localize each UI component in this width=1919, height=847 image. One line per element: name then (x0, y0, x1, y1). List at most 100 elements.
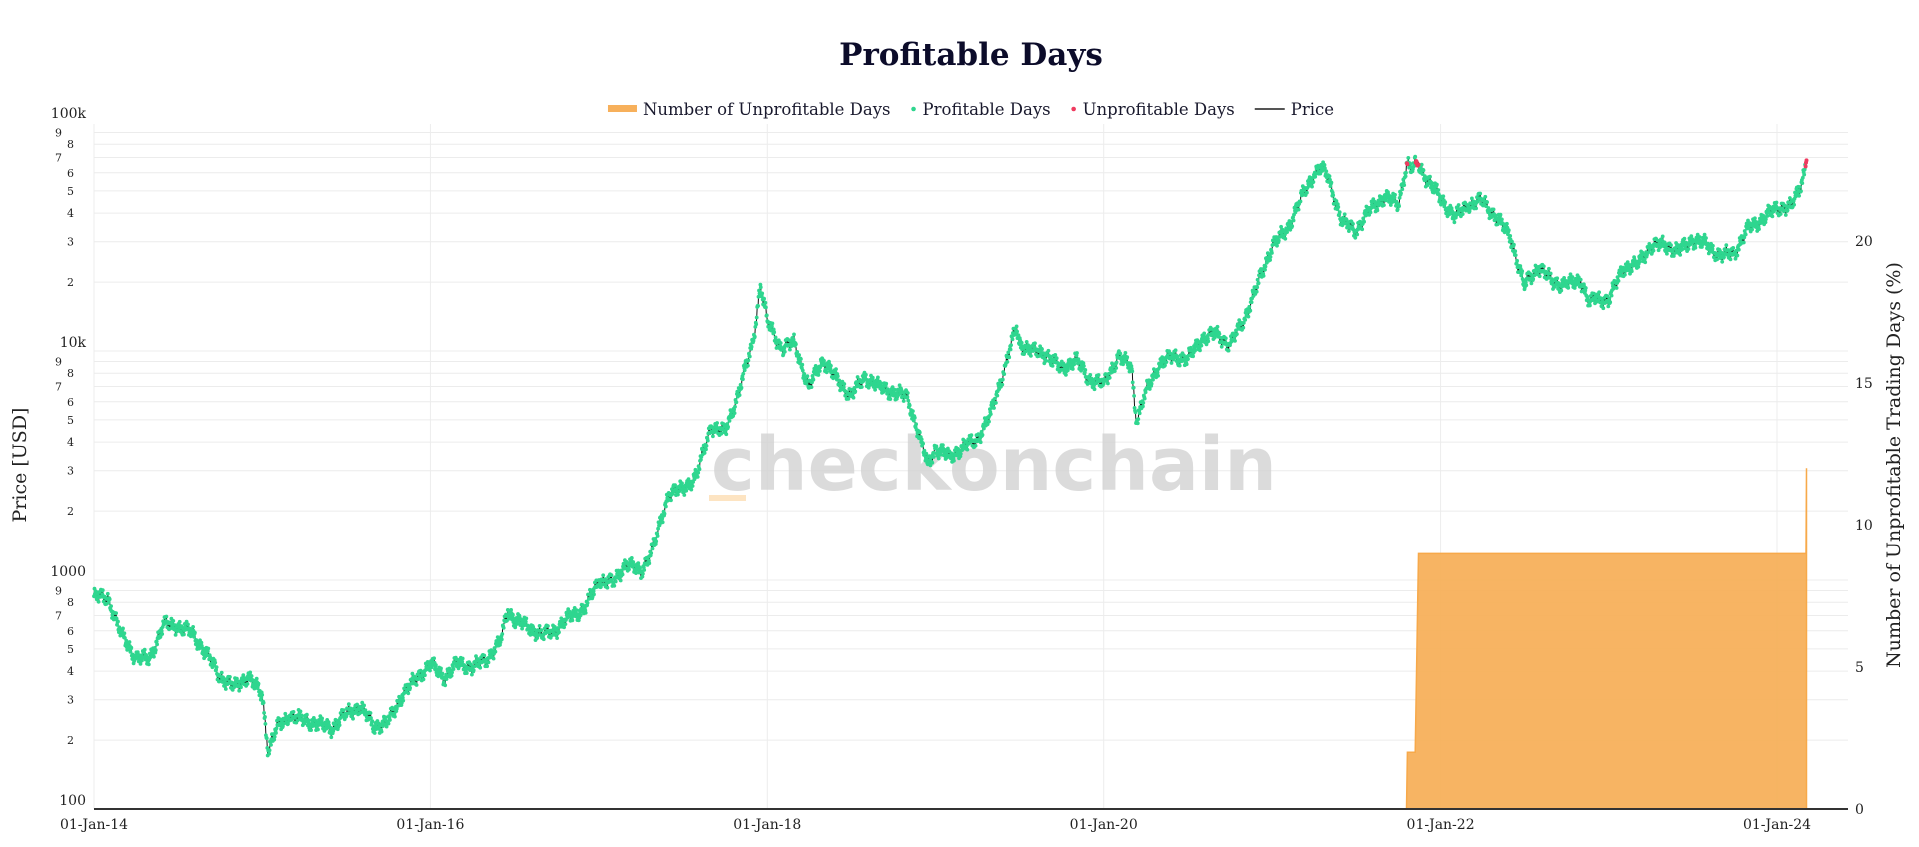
profitable-day-marker (1019, 343, 1024, 348)
profitable-day-marker (1662, 240, 1667, 245)
profitable-day-marker (800, 362, 805, 367)
profitable-day-marker (1291, 218, 1296, 223)
profitable-day-marker (1547, 266, 1551, 271)
profitable-day-marker (1088, 373, 1093, 377)
y-minor-tick-label: 9 (55, 126, 62, 139)
profitable-day-marker (219, 670, 224, 675)
x-tick-label: 01-Jan-14 (60, 817, 128, 833)
profitable-day-marker (1375, 208, 1380, 213)
profitable-day-marker (1733, 256, 1738, 261)
profitable-day-marker (563, 622, 568, 626)
profitable-day-marker (846, 397, 851, 401)
profitable-day-marker (1436, 188, 1441, 192)
profitable-day-marker (1710, 247, 1715, 251)
profitable-day-marker (1151, 377, 1155, 382)
profitable-day-marker (1404, 170, 1408, 175)
profitable-day-marker (859, 385, 864, 389)
profitable-day-marker (978, 440, 983, 445)
profitable-day-marker (1255, 277, 1260, 282)
y-minor-tick-label: 9 (55, 355, 62, 368)
profitable-day-marker (355, 702, 359, 707)
profitable-day-marker (1518, 264, 1523, 268)
profitable-day-marker (1362, 219, 1366, 224)
profitable-day-marker (248, 670, 253, 675)
profitable-day-marker (936, 456, 941, 461)
profitable-day-marker (383, 715, 388, 720)
y-minor-tick-label: 8 (67, 138, 74, 151)
chart-title: Profitable Days (839, 37, 1103, 73)
legend-item-price[interactable]: Price (1254, 100, 1334, 119)
profitable-day-marker (1578, 277, 1583, 282)
profitable-day-marker (601, 573, 606, 578)
profitable-day-marker (641, 571, 645, 576)
profitable-day-marker (1050, 364, 1055, 368)
y-minor-tick-label: 2 (67, 505, 74, 518)
profitable-day-marker (1016, 333, 1021, 338)
legend: Number of Unprofitable Days Profitable D… (607, 100, 1334, 119)
profitable-day-marker (1344, 217, 1349, 222)
profitable-day-marker (1614, 286, 1619, 290)
profitable-day-marker (764, 313, 769, 318)
profitable-day-marker (1029, 354, 1033, 358)
profitable-day-marker (286, 722, 290, 726)
profitable-day-marker (1347, 229, 1351, 234)
profitable-day-marker (917, 430, 922, 435)
profitable-day-marker (237, 688, 242, 693)
profitable-day-marker (754, 315, 759, 320)
y-minor-tick-label: 7 (55, 380, 62, 393)
profitable-day-marker (743, 361, 748, 366)
profitable-day-marker (1129, 364, 1134, 368)
legend-item-profitable-days[interactable]: Profitable Days (911, 100, 1051, 119)
legend-item-unprofitable-count[interactable]: Number of Unprofitable Days (607, 100, 891, 119)
profitable-day-marker (1296, 207, 1301, 212)
profitable-day-marker (421, 677, 426, 682)
profitable-day-marker (695, 475, 700, 479)
profitable-day-marker (485, 664, 489, 669)
profitable-day-marker (1592, 291, 1596, 296)
profitable-day-marker (443, 683, 448, 688)
profitable-day-marker (491, 656, 496, 661)
profitable-day-marker (464, 671, 469, 675)
profitable-day-marker (460, 659, 465, 664)
profitable-day-marker (734, 400, 739, 405)
profitable-day-marker (907, 403, 912, 408)
profitable-day-marker (107, 597, 112, 602)
profitable-day-marker (864, 372, 868, 377)
profitable-day-marker (1353, 235, 1358, 240)
profitable-day-marker (1310, 184, 1314, 189)
profitable-day-marker (432, 656, 436, 661)
profitable-day-marker (620, 572, 625, 577)
profitable-day-marker (1802, 167, 1807, 172)
profitable-day-marker (733, 404, 737, 409)
profitable-day-marker (109, 604, 113, 608)
profitable-day-marker (938, 452, 943, 457)
profitable-day-marker (1395, 207, 1400, 212)
profitable-day-marker (1799, 189, 1803, 194)
profitable-day-marker (1096, 373, 1101, 377)
profitable-day-marker (1143, 390, 1148, 395)
profitable-day-marker (966, 437, 971, 442)
y-axis-right-title: Number of Unprofitable Trading Days (%) (1883, 262, 1905, 668)
profitable-day-marker (842, 382, 847, 386)
profitable-day-marker (906, 398, 911, 403)
profitable-day-marker (941, 443, 945, 448)
profitable-day-marker (523, 619, 528, 624)
profitable-day-marker (1642, 257, 1647, 262)
profitable-day-marker (1702, 232, 1707, 237)
profitable-day-marker (471, 668, 476, 673)
profitable-day-marker (742, 368, 747, 373)
profitable-day-marker (1512, 242, 1516, 247)
profitable-day-marker (754, 322, 759, 327)
profitable-day-marker (1191, 354, 1195, 359)
profitable-day-marker (746, 363, 750, 368)
profitable-day-marker (1510, 239, 1514, 244)
profitable-day-marker (164, 614, 169, 619)
profitable-day-marker (791, 337, 796, 342)
profitable-day-marker (696, 470, 701, 475)
legend-item-unprofitable-days[interactable]: Unprofitable Days (1071, 100, 1235, 119)
profitable-day-marker (1568, 272, 1573, 277)
profitable-day-marker (727, 419, 732, 423)
legend-label: Number of Unprofitable Days (643, 100, 891, 119)
profitable-day-marker (697, 467, 702, 472)
profitable-day-marker (905, 395, 910, 399)
